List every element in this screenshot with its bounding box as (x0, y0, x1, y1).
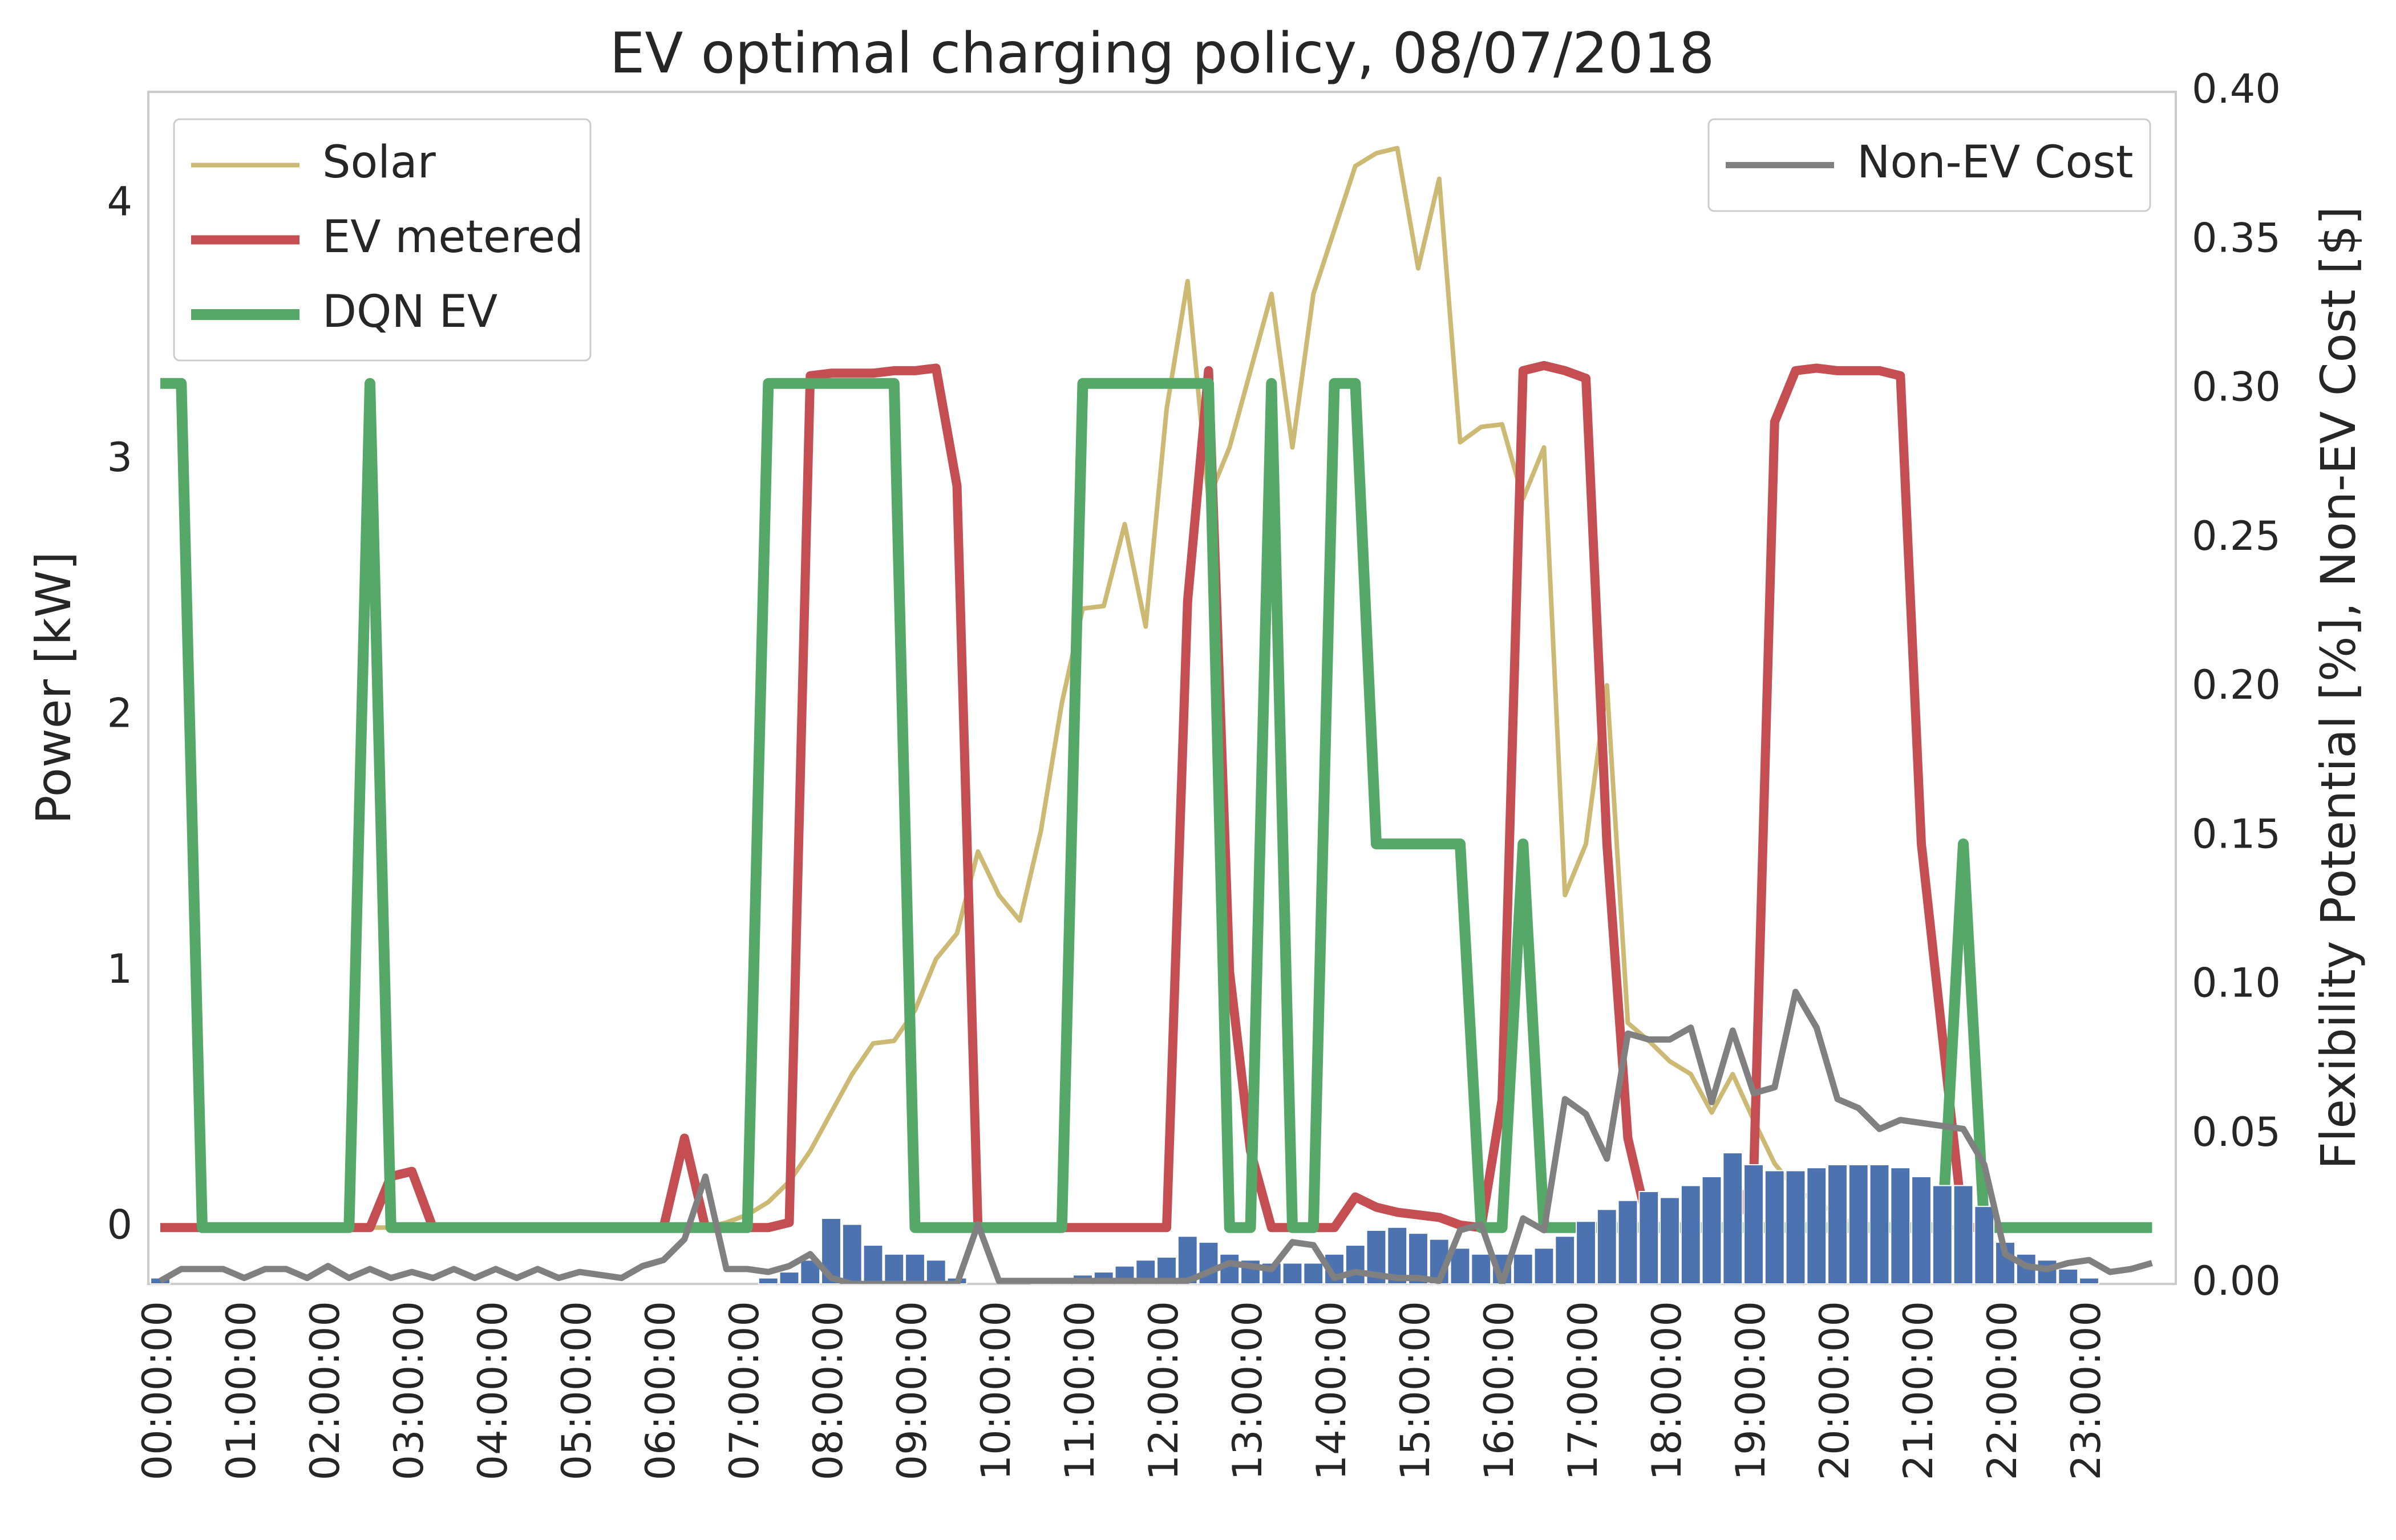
y-tick-label: 2 (107, 690, 132, 736)
y2-tick-label: 0.00 (2192, 1258, 2281, 1304)
line-series (159, 988, 2153, 1284)
bar (779, 1271, 800, 1285)
y-tick-label: 3 (107, 434, 132, 481)
x-tick-label: 19:00:00 (1727, 1301, 1774, 1480)
bar (1974, 1206, 1995, 1284)
bar (841, 1223, 863, 1284)
bar (1512, 1253, 1533, 1284)
bar (905, 1253, 925, 1284)
x-tick-label: 20:00:00 (1811, 1301, 1858, 1480)
legend-label: EV metered (322, 212, 584, 263)
bar (1555, 1235, 1576, 1284)
y2-tick-label: 0.05 (2192, 1109, 2281, 1156)
y2-tick-label: 0.15 (2192, 810, 2281, 857)
bar (1743, 1164, 1764, 1284)
y-tick-label: 4 (107, 178, 132, 225)
x-tick-label: 05:00:00 (553, 1301, 600, 1480)
y-tick-label: 0 (107, 1201, 132, 1248)
bar (1932, 1185, 1953, 1284)
x-tick-label: 14:00:00 (1308, 1301, 1355, 1480)
bar (1911, 1176, 1932, 1284)
x-tick-label: 13:00:00 (1224, 1301, 1271, 1480)
bar (1660, 1197, 1680, 1285)
bar (1953, 1185, 1974, 1284)
legend-label: Solar (322, 137, 436, 188)
bar (821, 1218, 841, 1285)
x-tick-label: 18:00:00 (1644, 1301, 1690, 1480)
chart-title: EV optimal charging policy, 08/07/2018 (610, 21, 1715, 86)
bar (1680, 1185, 1701, 1284)
bar (1345, 1245, 1366, 1284)
y2-tick-label: 0.35 (2192, 214, 2281, 261)
x-tick-label: 09:00:00 (889, 1301, 936, 1480)
x-tick-label: 16:00:00 (1476, 1301, 1523, 1480)
bar (758, 1277, 779, 1285)
bar (1576, 1221, 1596, 1284)
x-tick-label: 22:00:00 (1979, 1301, 2026, 1480)
x-tick-label: 07:00:00 (721, 1301, 768, 1480)
y2-tick-label: 0.40 (2192, 66, 2281, 112)
y-axis-label: Power [kW] (26, 552, 82, 824)
y-tick-label: 1 (107, 946, 132, 992)
bar (2058, 1268, 2079, 1284)
bar (1764, 1170, 1785, 1284)
x-tick-label: 01:00:00 (218, 1301, 265, 1480)
bar (1701, 1176, 1722, 1284)
x-tick-label: 03:00:00 (386, 1301, 432, 1480)
bar (925, 1259, 946, 1284)
x-tick-label: 04:00:00 (470, 1301, 516, 1480)
x-tick-label: 00:00:00 (134, 1301, 181, 1480)
y2-axis-label: Flexibility Potential [%], Non-EV Cost [… (2310, 206, 2366, 1170)
bar (1282, 1262, 1303, 1285)
bar (863, 1245, 884, 1284)
x-tick-label: 11:00:00 (1057, 1301, 1103, 1480)
x-tick-label: 02:00:00 (302, 1301, 349, 1480)
y2-tick-label: 0.25 (2192, 513, 2281, 560)
x-tick-label: 23:00:00 (2063, 1301, 2110, 1480)
bar (1638, 1191, 1660, 1284)
bar (1303, 1262, 1324, 1285)
bar (1869, 1164, 1890, 1284)
x-tick-label: 06:00:00 (637, 1301, 684, 1480)
bar (1722, 1152, 1743, 1284)
y2-tick-label: 0.30 (2192, 364, 2281, 411)
bar (884, 1253, 905, 1284)
legend-box (173, 118, 592, 362)
x-tick-label: 12:00:00 (1140, 1301, 1187, 1480)
bar (1471, 1253, 1492, 1284)
bar (1848, 1164, 1869, 1284)
bar (1890, 1167, 1911, 1284)
bar (2079, 1277, 2099, 1285)
legend-box (1707, 118, 2151, 212)
bar (1827, 1164, 1848, 1284)
y2-tick-label: 0.10 (2192, 960, 2281, 1007)
x-tick-label: 21:00:00 (1895, 1301, 1942, 1480)
legend-label: Non-EV Cost (1857, 137, 2134, 188)
bar (1450, 1247, 1471, 1285)
bar (1533, 1247, 1555, 1285)
x-tick-label: 10:00:00 (973, 1301, 1019, 1480)
y2-tick-label: 0.20 (2192, 662, 2281, 708)
bar (1785, 1170, 1806, 1284)
legend-label: DQN EV (322, 286, 497, 338)
x-tick-label: 08:00:00 (805, 1301, 852, 1480)
bar (1617, 1199, 1638, 1284)
x-tick-label: 15:00:00 (1392, 1301, 1439, 1480)
bar (1806, 1167, 1827, 1284)
x-tick-label: 17:00:00 (1560, 1301, 1606, 1480)
bar (1596, 1209, 1617, 1284)
